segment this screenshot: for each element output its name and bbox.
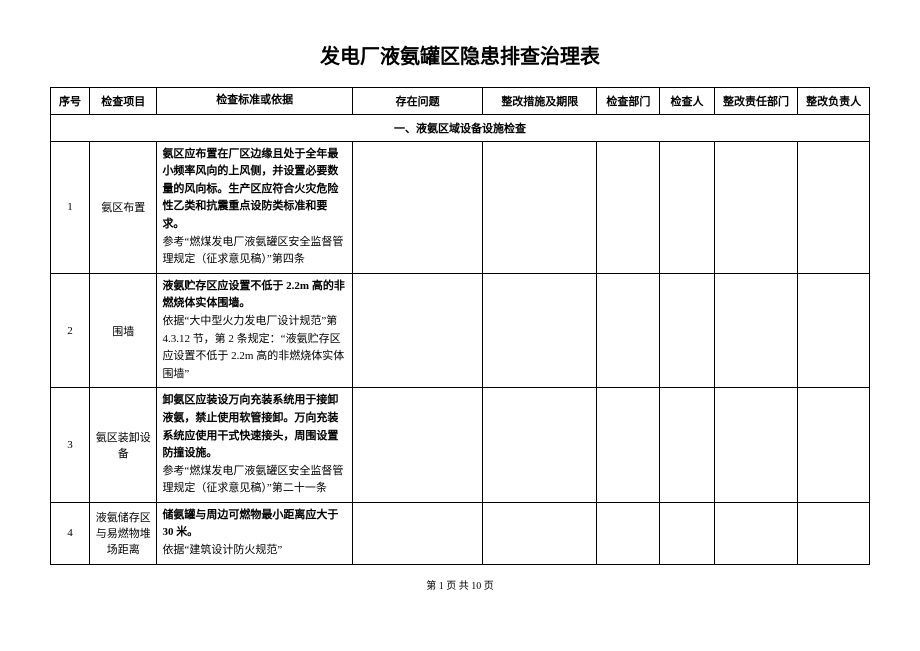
table-row: 2 围墙 液氨贮存区应设置不低于 2.2m 高的非燃烧体实体围墙。 依据“大中型… [51,273,870,388]
cell-item: 围墙 [90,273,157,388]
section-header: 一、液氨区域设备设施检查 [51,114,870,141]
cell-item: 液氨储存区与易燃物堆场距离 [90,502,157,564]
cell-dept [597,273,660,388]
cell-dept [597,141,660,273]
std-bold-text: 卸氨区应装设万向充装系统用于接卸液氨，禁止使用软管接卸。万向充装系统应使用干式快… [162,394,338,459]
std-ref-text: 参考“燃煤发电厂液氨罐区安全监督管理规定（征求意见稿）”第二十一条 [162,465,343,495]
cell-person [660,141,714,273]
std-bold-text: 液氨贮存区应设置不低于 2.2m 高的非燃烧体实体围墙。 [162,280,344,310]
header-person: 检查人 [660,88,714,115]
header-seq: 序号 [51,88,90,115]
std-bold-text: 储氨罐与周边可燃物最小距离应大于 30 米。 [162,509,338,539]
table-row: 3 氨区装卸设备 卸氨区应装设万向充装系统用于接卸液氨，禁止使用软管接卸。万向充… [51,388,870,503]
std-ref-text: 参考“燃煤发电厂液氨罐区安全监督管理规定（征求意见稿）”第四条 [162,236,343,266]
page-footer: 第 1 页 共 10 页 [50,577,870,592]
cell-respdept [714,141,798,273]
cell-seq: 4 [51,502,90,564]
cell-respperson [798,388,870,503]
header-item: 检查项目 [90,88,157,115]
cell-seq: 1 [51,141,90,273]
std-ref-text: 依据“建筑设计防火规范” [162,544,282,556]
cell-measure [483,141,597,273]
inspection-table: 序号 检查项目 检查标准或依据 存在问题 整改措施及期限 检查部门 检查人 整改… [50,87,870,565]
std-ref-text: 依据“大中型火力发电厂设计规范”第 4.3.12 节，第 2 条规定：“液氨贮存… [162,315,344,380]
cell-standard: 储氨罐与周边可燃物最小距离应大于 30 米。 依据“建筑设计防火规范” [157,502,353,564]
cell-seq: 3 [51,388,90,503]
table-row: 1 氨区布置 氨区应布置在厂区边缘且处于全年最小频率风向的上风侧，并设置必要数量… [51,141,870,273]
cell-item: 氨区布置 [90,141,157,273]
cell-measure [483,273,597,388]
header-dept: 检查部门 [597,88,660,115]
cell-standard: 卸氨区应装设万向充装系统用于接卸液氨，禁止使用软管接卸。万向充装系统应使用干式快… [157,388,353,503]
cell-item: 氨区装卸设备 [90,388,157,503]
cell-respperson [798,141,870,273]
header-respdept: 整改责任部门 [714,88,798,115]
header-respperson: 整改负责人 [798,88,870,115]
header-measure: 整改措施及期限 [483,88,597,115]
cell-respdept [714,502,798,564]
cell-person [660,388,714,503]
cell-person [660,273,714,388]
table-header-row: 序号 检查项目 检查标准或依据 存在问题 整改措施及期限 检查部门 检查人 整改… [51,88,870,115]
cell-issue [352,502,482,564]
cell-standard: 液氨贮存区应设置不低于 2.2m 高的非燃烧体实体围墙。 依据“大中型火力发电厂… [157,273,353,388]
section-row: 一、液氨区域设备设施检查 [51,114,870,141]
cell-measure [483,502,597,564]
cell-respdept [714,388,798,503]
cell-respperson [798,273,870,388]
cell-respperson [798,502,870,564]
cell-issue [352,141,482,273]
header-standard: 检查标准或依据 [157,88,353,115]
cell-measure [483,388,597,503]
cell-person [660,502,714,564]
std-bold-text: 氨区应布置在厂区边缘且处于全年最小频率风向的上风侧，并设置必要数量的风向标。生产… [162,148,338,230]
cell-dept [597,502,660,564]
cell-issue [352,273,482,388]
table-row: 4 液氨储存区与易燃物堆场距离 储氨罐与周边可燃物最小距离应大于 30 米。 依… [51,502,870,564]
header-issue: 存在问题 [352,88,482,115]
cell-respdept [714,273,798,388]
cell-seq: 2 [51,273,90,388]
page-title: 发电厂液氨罐区隐患排查治理表 [50,40,870,69]
cell-standard: 氨区应布置在厂区边缘且处于全年最小频率风向的上风侧，并设置必要数量的风向标。生产… [157,141,353,273]
cell-issue [352,388,482,503]
cell-dept [597,388,660,503]
